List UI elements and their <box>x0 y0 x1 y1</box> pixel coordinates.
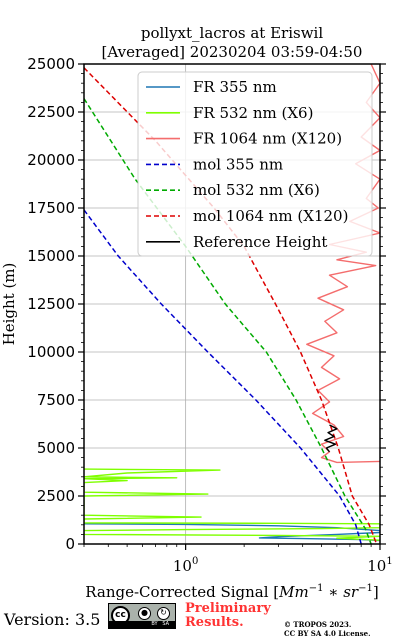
legend-label: FR 355 nm <box>193 78 277 96</box>
legend-box <box>137 71 373 257</box>
copyright-line1: © TROPOS 2023. <box>284 620 352 629</box>
y-tick-label: 20000 <box>27 151 75 169</box>
legend-label: mol 1064 nm (X120) <box>193 207 348 225</box>
preliminary-line2: Results. <box>185 615 244 630</box>
legend-label: mol 355 nm <box>193 155 283 173</box>
preliminary-note: Preliminary Results. <box>185 602 271 630</box>
share-alike-icon: ↻ <box>157 607 170 620</box>
preliminary-line1: Preliminary <box>185 601 271 616</box>
y-tick-label: 2500 <box>37 487 75 505</box>
legend: FR 355 nm FR 532 nm (X6) FR 1064 nm (X120)… <box>137 71 373 257</box>
y-tick-label: 25000 <box>27 55 75 73</box>
version-label: Version: 3.5 <box>4 610 101 629</box>
y-tick-label: 12500 <box>27 295 75 313</box>
x-tick-label: 100 <box>173 556 198 575</box>
cc-license-badge[interactable]: cc ● ↻ BY SA <box>108 603 176 629</box>
y-axis-label: Height (m) <box>0 263 18 346</box>
series-fr-532-nm-x6 <box>84 468 380 541</box>
legend-label: FR 1064 nm (X120) <box>193 130 342 148</box>
x-tick-label: 101 <box>367 556 392 575</box>
x-axis-label: Range-Corrected Signal [Mm−1 ∗ sr−1] <box>85 583 378 600</box>
legend-label: Reference Height <box>193 233 327 251</box>
y-tick-label: 10000 <box>27 343 75 361</box>
attribution-icon: ● <box>138 607 151 620</box>
y-tick-label: 5000 <box>37 439 75 457</box>
legend-label: mol 532 nm (X6) <box>193 181 320 199</box>
chart-subtitle: [Averaged] 20230204 03:59-04:50 <box>102 43 363 61</box>
y-tick-label: 0 <box>65 535 75 553</box>
legend-label: FR 532 nm (X6) <box>193 104 313 122</box>
copyright-note: © TROPOS 2023. CC BY SA 4.0 License. <box>284 620 371 638</box>
series-mol-355-nm <box>84 209 362 544</box>
y-tick-label: 17500 <box>27 199 75 217</box>
chart: pollyxt_lacros at Eriswil [Averaged] 202… <box>0 24 393 600</box>
series-reference-height <box>324 424 338 453</box>
y-tick-label: 7500 <box>37 391 75 409</box>
y-tick-label: 15000 <box>27 247 75 265</box>
copyright-line2: CC BY SA 4.0 License. <box>284 629 371 638</box>
chart-title: pollyxt_lacros at Eriswil <box>141 24 323 42</box>
y-tick-label: 22500 <box>27 103 75 121</box>
license-badge-strip: BY SA <box>109 621 175 628</box>
ticks: 0 2500 5000 7500 10000 12500 15000 17500 20000 22… <box>27 55 392 575</box>
